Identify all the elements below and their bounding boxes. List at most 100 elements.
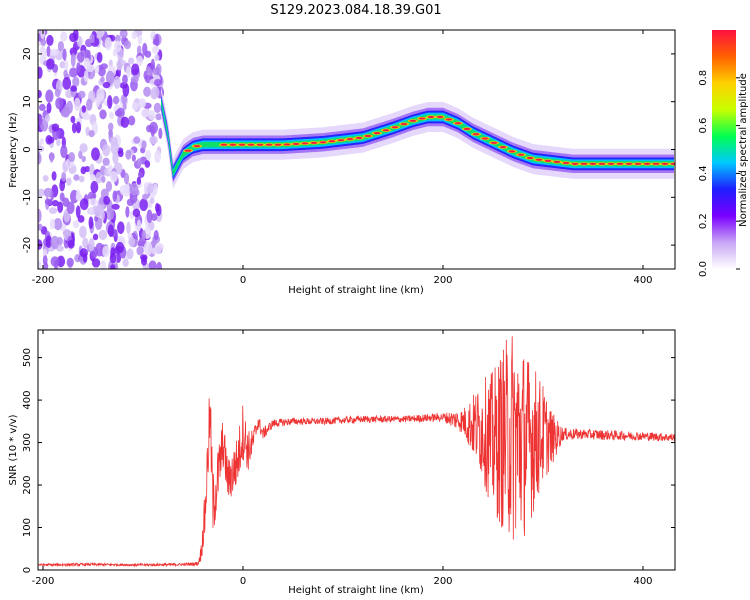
spectrogram-noise-cell — [107, 95, 113, 109]
spectrogram-noise-cell — [43, 262, 49, 269]
spectrogram-noise-cell — [38, 239, 43, 250]
spectrogram-noise-cell — [46, 58, 55, 70]
spectrogram-noise-cell — [136, 246, 144, 256]
spectrogram-noise-cell — [150, 125, 155, 137]
spectrogram-peak — [670, 162, 675, 165]
spectrogram-noise-cell — [78, 175, 85, 183]
spectrogram-noise-cell — [78, 150, 83, 160]
spectrogram-noise-cell — [154, 242, 162, 255]
spectrogram-noise-cell — [46, 34, 54, 46]
spectrogram-peak — [301, 142, 309, 145]
spectrogram-noise-cell — [60, 31, 68, 42]
spectrogram-noise-cell — [102, 157, 110, 166]
spectrogram-noise-cell — [104, 37, 112, 51]
spectrogram-peak — [193, 145, 201, 148]
spectrogram-noise-cell — [56, 245, 64, 252]
spectrogram-noise-cell — [132, 208, 141, 218]
spectrogram-peak — [274, 143, 282, 146]
spectrogram-noise-cell — [142, 42, 148, 56]
snr-x-tick-label: -200 — [32, 576, 55, 587]
spectrogram-noise-cell — [46, 102, 52, 114]
spectrogram-noise-cell — [112, 190, 117, 202]
snr-panel: -200 0 200 400 0 100 200 300 400 500 Height of s… — [8, 329, 676, 596]
spectrogram-noise-cell — [143, 241, 153, 256]
spectrogram-noise-cell — [73, 174, 80, 181]
spectrogram-noise-cell — [88, 129, 95, 138]
spectrogram-noise-cell — [114, 40, 122, 53]
spectrogram-noise-cell — [95, 171, 103, 184]
spectrogram-y-tick-label: 20 — [22, 48, 33, 61]
spectrogram-noise-cell — [149, 135, 158, 145]
spectrogram-peak — [607, 162, 615, 165]
spectrogram-noise-cell — [144, 149, 152, 162]
spectrogram-noise-cell — [129, 183, 139, 196]
spectrogram-noise-cell — [73, 97, 81, 112]
spectrogram-noise-cell — [51, 171, 57, 181]
spectrogram-y-tick-label: 0 — [22, 146, 33, 152]
spectrogram-noise-cell — [100, 76, 105, 83]
spectrogram-noise-cell — [38, 113, 43, 126]
spectrogram-noise-cell — [82, 253, 88, 263]
spectrogram-noise-cell — [110, 141, 119, 155]
colorbar-tick-label: 0.2 — [698, 213, 709, 229]
spectrogram-noise-cell — [56, 138, 61, 147]
spectrogram-peak — [229, 143, 237, 146]
spectrogram-noise-cell — [111, 203, 120, 210]
spectrogram-noise-cell — [122, 103, 127, 111]
spectrogram-noise-cell — [38, 223, 43, 231]
spectrogram-noise-cell — [38, 103, 46, 112]
spectrogram-noise-cell — [50, 48, 59, 57]
spectrogram-noise-cell — [123, 40, 132, 50]
spectrogram-noise-cell — [152, 68, 158, 76]
spectrogram-peak — [553, 160, 561, 164]
spectrogram-noise-cell — [70, 53, 76, 68]
spectrogram-noise-cell — [51, 200, 60, 207]
spectrogram-noise-cell — [123, 172, 130, 185]
spectrogram-noise-cell — [126, 248, 134, 260]
spectrogram-noise-cell — [64, 59, 69, 73]
spectrogram-noise-cell — [45, 89, 54, 103]
spectrogram-noise-cell — [94, 65, 100, 74]
snr-x-ticks: -200 0 200 400 — [32, 330, 653, 587]
spectrogram-noise-cell — [43, 187, 53, 198]
spectrogram-peak — [436, 115, 444, 119]
spectrogram-noise-cell — [117, 150, 124, 158]
spectrogram-noise-cell — [89, 198, 98, 206]
spectrogram-noise-cell — [51, 123, 60, 132]
spectrogram-noise-cell — [40, 38, 47, 46]
spectrogram-peak — [328, 140, 336, 143]
spectrogram-x-tick-label: 200 — [433, 275, 452, 286]
spectrogram-noise-cell — [80, 166, 87, 175]
spectrogram-noise-cell — [155, 202, 160, 213]
spectrogram-peak — [355, 136, 363, 140]
spectrogram-noise-cell — [137, 171, 143, 178]
spectrogram-noise-cell — [55, 97, 64, 110]
spectrogram-noise-cell — [108, 111, 115, 120]
snr-x-label: Height of straight line (km) — [288, 585, 424, 596]
spectrogram-noise-cell — [100, 175, 106, 183]
spectrogram-noise-cell — [59, 192, 65, 202]
spectrogram-peak — [508, 150, 516, 153]
spectrogram-peak — [184, 149, 192, 152]
spectrogram-peak — [661, 162, 669, 165]
spectrogram-noise-cell — [107, 122, 114, 131]
spectrogram-noise-cell — [81, 155, 86, 163]
snr-y-tick-label: 300 — [22, 433, 33, 452]
spectrogram-noise-cell — [99, 109, 107, 120]
spectrogram-peak — [589, 162, 597, 165]
spectrogram-peak — [643, 162, 651, 165]
spectrogram-noise-cell — [69, 67, 78, 78]
spectrogram-peak — [652, 162, 660, 165]
spectrogram-peak — [472, 133, 480, 136]
spectrogram-noise-cell — [147, 110, 156, 121]
spectrogram-x-tick-label: 0 — [240, 275, 246, 286]
spectrogram-noise-cell — [122, 74, 128, 85]
snr-x-tick-label: 200 — [433, 576, 452, 587]
snr-x-tick-label: 0 — [240, 576, 246, 587]
spectrogram-noise-cell — [38, 90, 42, 99]
spectrogram-peak — [490, 141, 498, 144]
spectrogram-noise-cell — [117, 221, 125, 235]
snr-y-tick-label: 0 — [22, 567, 33, 573]
spectrogram-noise-cell — [113, 75, 121, 89]
